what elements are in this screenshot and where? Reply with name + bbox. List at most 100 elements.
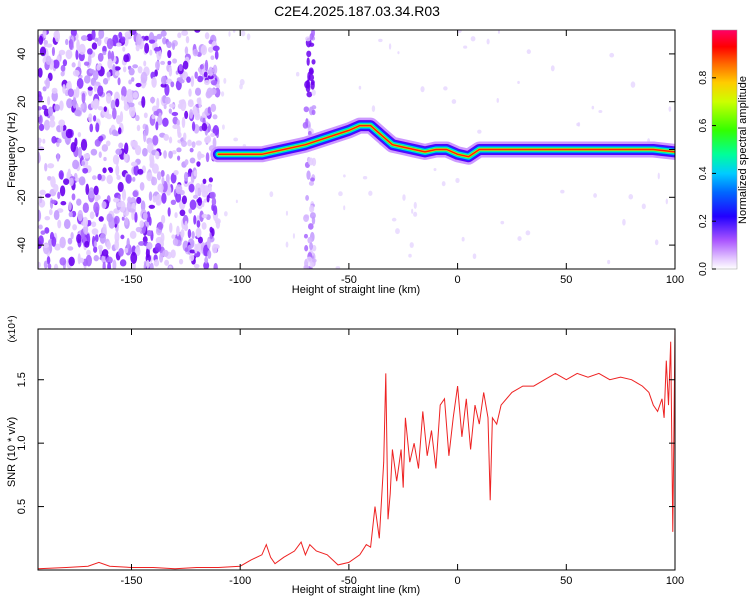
noise-speck (163, 150, 167, 159)
noise-speck (204, 256, 209, 264)
noise-speck (116, 175, 121, 181)
noise-speck (76, 233, 82, 244)
noise-speck (50, 199, 57, 204)
noise-speck (177, 131, 182, 139)
noise-speck (72, 159, 80, 170)
streak-speck (308, 223, 314, 230)
noise-speck (114, 231, 120, 243)
faint-speck (378, 38, 383, 43)
noise-speck (105, 92, 112, 104)
noise-speck (101, 144, 109, 152)
noise-speck (80, 103, 85, 110)
noise-speck (193, 263, 200, 269)
noise-speck (59, 236, 66, 249)
faint-speck (457, 30, 462, 34)
noise-speck (184, 46, 189, 55)
noise-speck (94, 234, 99, 243)
streak-speck (305, 83, 311, 93)
noise-speck (155, 60, 160, 70)
faint-speck (221, 124, 225, 130)
noise-speck (189, 157, 196, 164)
streak-speck (305, 118, 309, 128)
noise-speck (96, 64, 102, 71)
noise-speck (53, 263, 59, 269)
faint-speck (295, 71, 300, 77)
noise-speck (83, 153, 91, 159)
faint-speck (517, 236, 522, 242)
noise-speck (38, 209, 42, 222)
faint-speck (338, 191, 343, 197)
noise-speck (38, 35, 44, 45)
noise-speck (38, 235, 44, 246)
noise-speck (194, 30, 201, 33)
noise-speck (38, 94, 43, 103)
faint-speck (232, 30, 236, 33)
noise-speck (184, 159, 189, 166)
x-tick-label: 0 (455, 575, 461, 587)
faint-speck (607, 259, 611, 265)
noise-speck (197, 196, 203, 206)
noise-speck (200, 44, 208, 56)
noise-speck (103, 156, 107, 162)
snr-y-multiplier: (x10⁴) (7, 315, 18, 342)
noise-speck (174, 212, 178, 219)
noise-speck (44, 193, 51, 198)
colorbar-tick-label: 0.8 (698, 70, 709, 84)
noise-speck (206, 238, 211, 249)
noise-speck (168, 150, 173, 159)
noise-speck (147, 142, 154, 154)
noise-speck (102, 223, 107, 236)
noise-speck (70, 232, 74, 240)
noise-speck (160, 30, 167, 37)
noise-speck (207, 106, 211, 114)
noise-speck (172, 58, 178, 64)
spectrogram-xlabel: Height of straight line (km) (292, 284, 420, 296)
noise-speck (142, 147, 148, 157)
noise-speck (59, 185, 66, 197)
noise-speck (65, 49, 73, 60)
noise-speck (135, 114, 140, 122)
noise-speck (177, 155, 181, 161)
streak-speck (311, 157, 317, 167)
noise-speck (98, 30, 105, 39)
noise-speck (172, 238, 179, 246)
colorbar-tick-label: 0.0 (698, 262, 709, 276)
noise-speck (171, 42, 176, 51)
x-tick-label: 100 (666, 274, 684, 286)
noise-speck (57, 191, 61, 200)
noise-speck (106, 113, 113, 120)
faint-speck (461, 236, 465, 242)
noise-speck (184, 220, 188, 231)
noise-speck (201, 200, 205, 208)
noise-speck (76, 78, 84, 89)
noise-speck (135, 33, 142, 46)
noise-speck (40, 230, 46, 235)
noise-speck (201, 122, 208, 132)
noise-speck (108, 167, 114, 173)
streak-speck (303, 214, 310, 223)
noise-speck (39, 189, 46, 196)
noise-speck (207, 250, 212, 259)
faint-speck (223, 77, 227, 84)
faint-speck (486, 38, 490, 45)
noise-speck (117, 127, 122, 135)
noise-speck (168, 265, 173, 269)
noise-speck (82, 216, 89, 228)
noise-speck (195, 140, 202, 146)
snr-ylabel: SNR (10 * v/v) (6, 417, 18, 487)
noise-speck (54, 30, 61, 43)
noise-speck (83, 224, 89, 235)
noise-speck (186, 76, 191, 83)
streak-speck (305, 36, 311, 42)
noise-speck (156, 97, 160, 110)
noise-speck (62, 83, 66, 94)
noise-speck (72, 69, 80, 77)
noise-speck (210, 55, 215, 61)
faint-speck (388, 43, 392, 50)
noise-speck (49, 114, 55, 122)
noise-speck (168, 103, 175, 108)
noise-speck (60, 71, 65, 77)
noise-speck (59, 100, 64, 111)
y-tick-label: 0 (16, 146, 28, 152)
noise-speck (38, 146, 45, 152)
